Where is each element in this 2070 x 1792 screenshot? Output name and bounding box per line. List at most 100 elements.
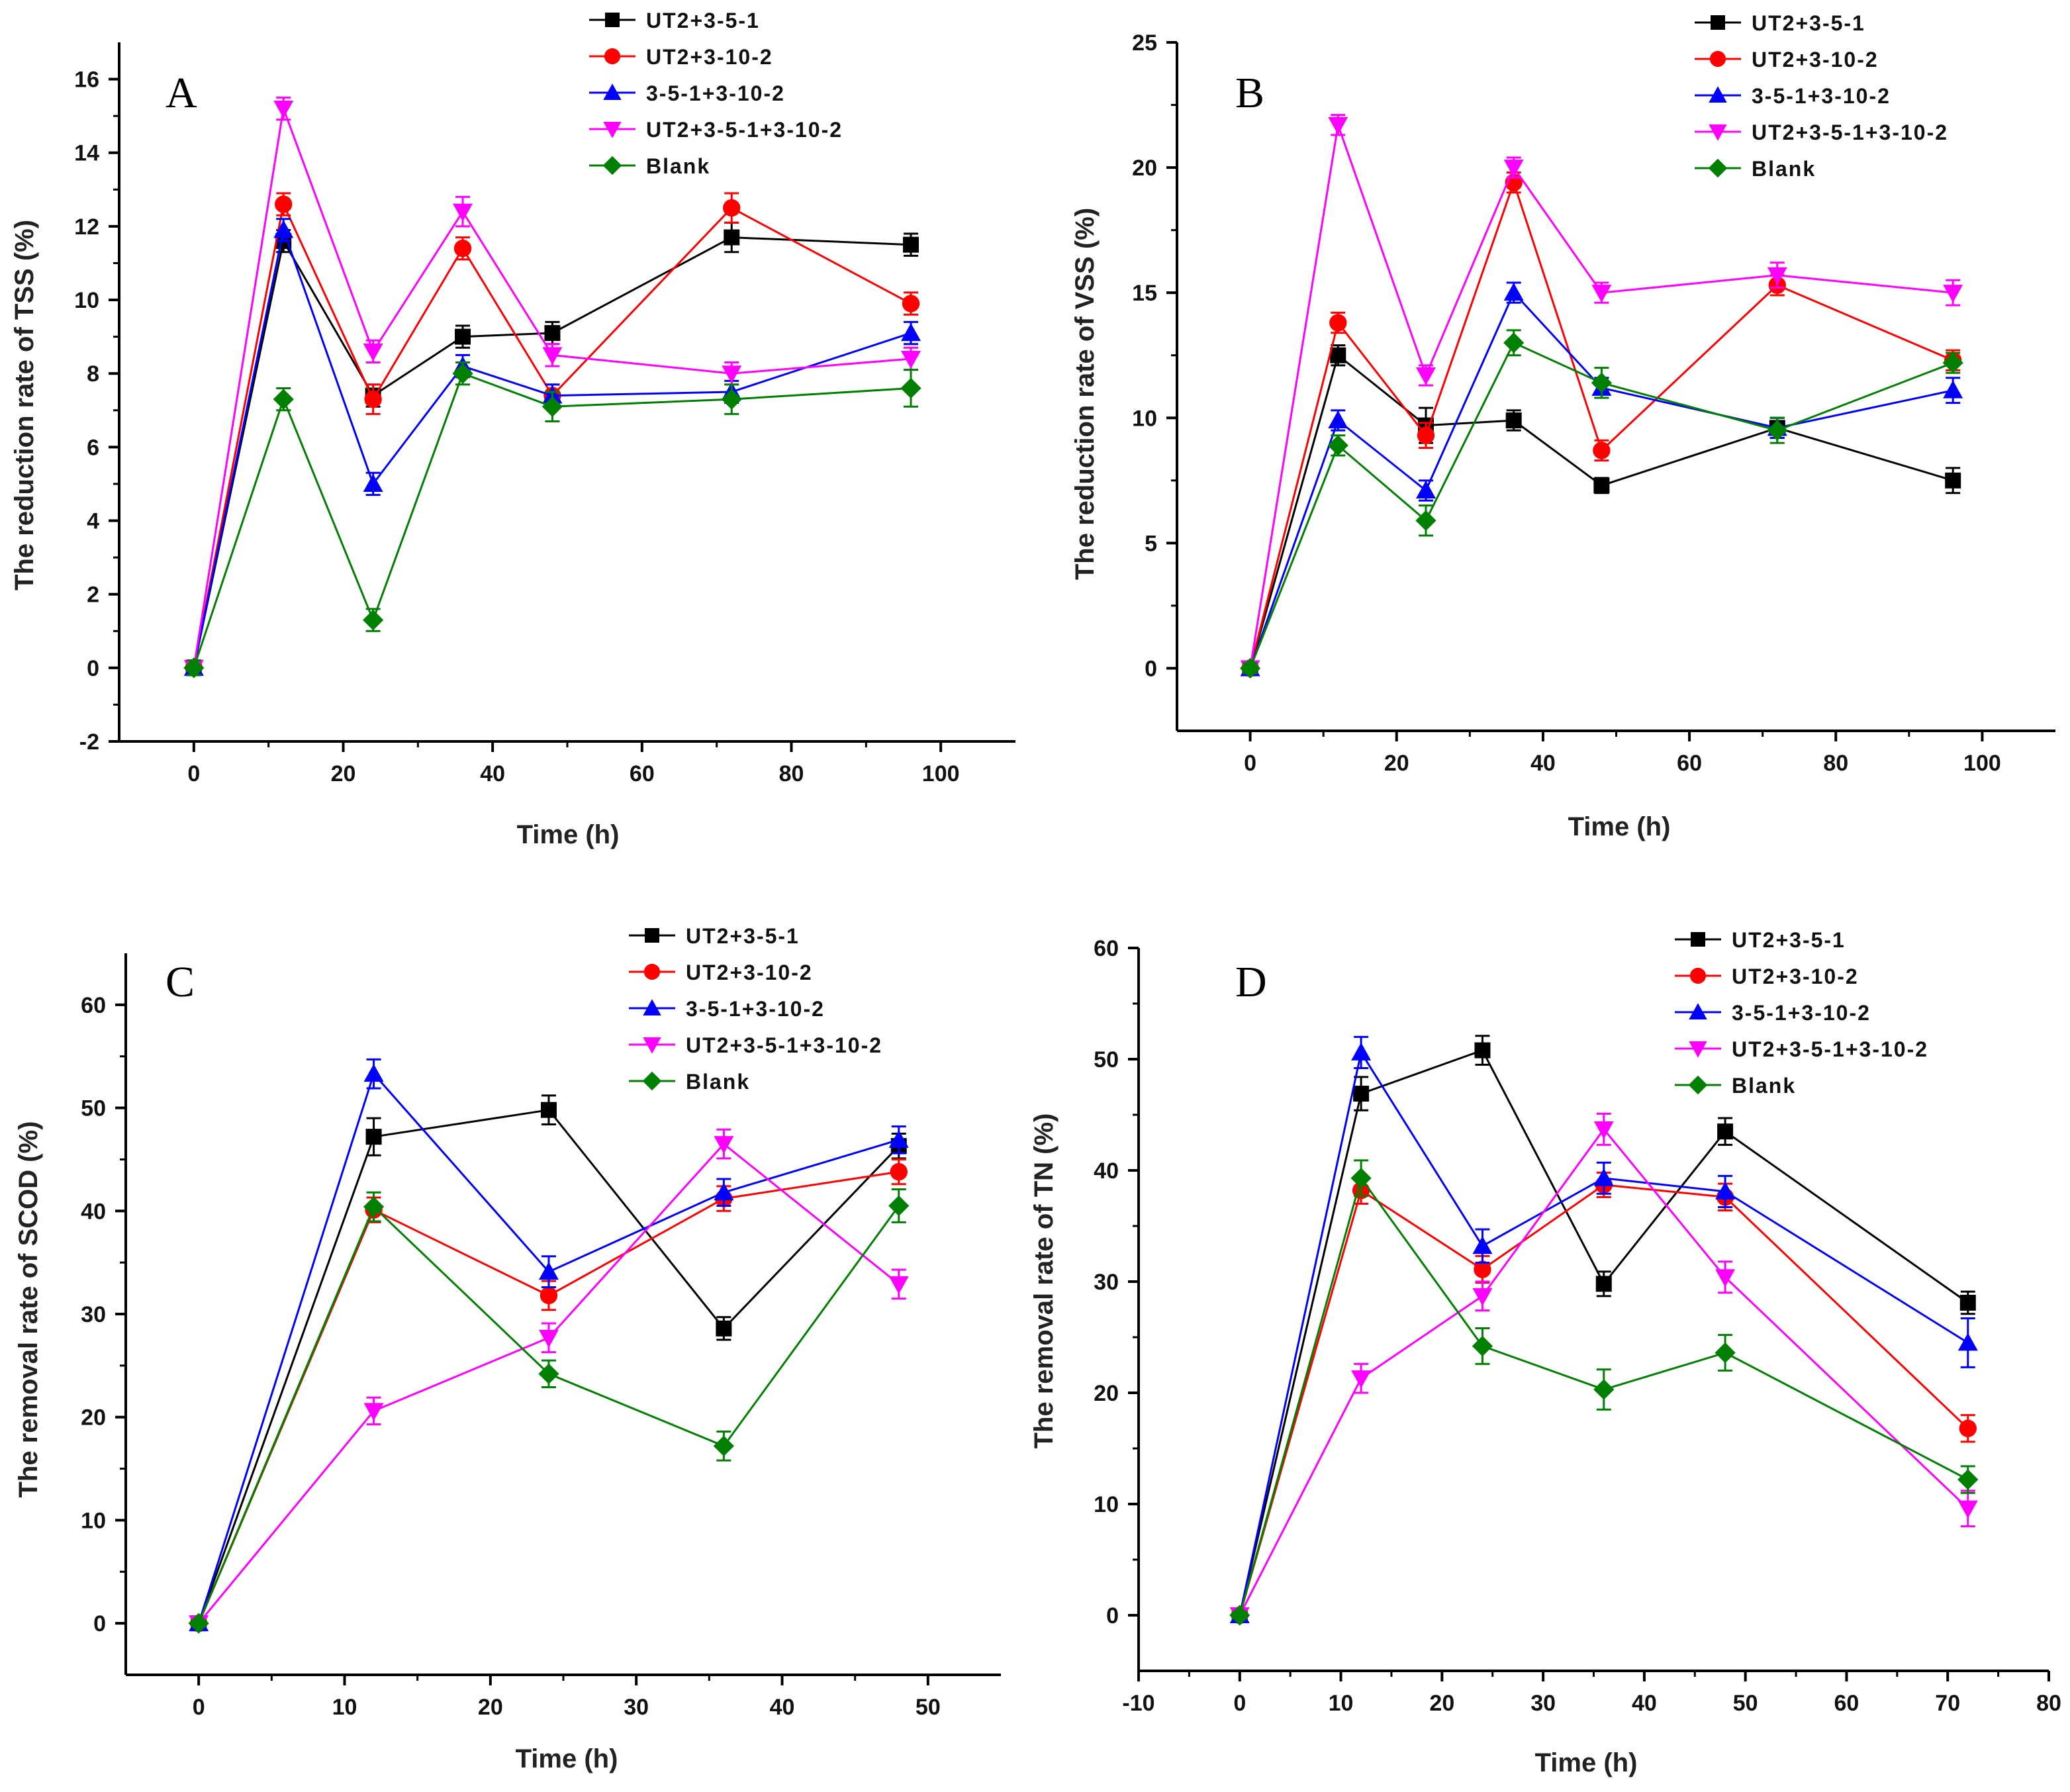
legend-label: 3-5-1+3-10-2: [646, 81, 785, 105]
x-axis-title-d: Time (h): [1535, 1748, 1638, 1777]
legend-label: Blank: [1732, 1074, 1796, 1098]
legend-marker: [605, 13, 620, 27]
legend-marker: [1689, 1041, 1707, 1058]
x-tick-label-a: 80: [779, 761, 804, 786]
x-tick-label-c: 10: [332, 1695, 357, 1720]
legend-label: UT2+3-5-1: [646, 9, 760, 32]
y-tick-label-a: 0: [87, 656, 99, 681]
data-point: [1505, 412, 1522, 429]
x-tick-label-d: 70: [1935, 1691, 1960, 1716]
data-point: [902, 295, 920, 312]
y-tick-label-a: 16: [74, 68, 99, 93]
x-tick-label-b: 60: [1677, 751, 1702, 776]
data-point: [1353, 1086, 1370, 1102]
legend-marker: [643, 963, 661, 980]
x-tick-label-d: 30: [1530, 1691, 1556, 1716]
x-tick-label-a: 0: [187, 761, 200, 786]
data-point: [1503, 160, 1524, 178]
legend-marker: [1708, 158, 1728, 178]
data-point: [453, 203, 473, 222]
data-point: [1957, 1333, 1978, 1351]
axes-a: -2 0 2 4 6 8 10 12 14 16 0 20 40 60 80 100: [74, 42, 1015, 786]
data-point: [540, 1286, 558, 1305]
data-point: [1593, 1379, 1615, 1400]
data-point: [1327, 435, 1348, 456]
data-point: [1239, 657, 1261, 679]
data-point: [540, 1102, 557, 1118]
data-point: [544, 325, 561, 342]
y-tick-label-d: 30: [1094, 1270, 1119, 1295]
series-b-1: [1241, 171, 1962, 677]
x-tick-label-d: -10: [1122, 1691, 1154, 1716]
data-point: [1472, 1335, 1493, 1357]
data-point: [1942, 352, 1963, 373]
data-point: [273, 101, 294, 119]
panel-letter-c: C: [165, 958, 195, 1006]
x-axis-title-a: Time (h): [517, 820, 620, 849]
axes-d: 0 10 20 30 40 50 60 -10 0 10 20 30 40 50 60 70 80: [1094, 936, 2061, 1716]
x-axis-title-b: Time (h): [1568, 812, 1671, 841]
series-d-4: [1229, 1159, 1979, 1626]
data-point: [1472, 1288, 1493, 1306]
legend-label: UT2+3-10-2: [686, 961, 813, 984]
y-tick-label-b: 0: [1145, 656, 1157, 681]
data-point: [273, 389, 294, 410]
series-line: [1239, 1184, 1969, 1616]
data-point: [1415, 367, 1436, 385]
data-point: [363, 473, 383, 492]
y-tick-label-c: 20: [81, 1405, 106, 1431]
series-line: [193, 236, 912, 669]
data-point: [1593, 1121, 1614, 1139]
y-tick-label-d: 20: [1094, 1381, 1119, 1406]
data-point: [1591, 372, 1612, 393]
data-point: [888, 1195, 910, 1217]
y-tick-label-c: 0: [93, 1611, 106, 1636]
data-point: [453, 240, 472, 258]
data-point: [273, 220, 294, 238]
data-point: [724, 229, 740, 246]
legend-label: UT2+3-5-1: [686, 924, 800, 948]
y-tick-label-a: 6: [87, 435, 99, 460]
x-tick-label-d: 60: [1834, 1691, 1859, 1716]
legend-b: UT2+3-5-1 UT2+3-10-2 3-5-1+3-10-2 UT2+3-5-1…: [1695, 11, 1947, 181]
data-point: [714, 1182, 734, 1201]
legend-marker: [603, 122, 622, 138]
x-tick-label-a: 60: [630, 761, 655, 786]
data-point: [1593, 477, 1610, 494]
legend-label: UT2+3-5-1+3-10-2: [686, 1033, 882, 1057]
x-tick-label-c: 30: [624, 1695, 649, 1720]
series-line: [1249, 179, 1953, 669]
series-line: [193, 226, 912, 669]
legend-a: UT2+3-5-1 UT2+3-10-2 3-5-1+3-10-2 UT2+3-5-1…: [589, 9, 841, 178]
x-tick-label-c: 20: [478, 1695, 503, 1720]
y-tick-label-a: 14: [74, 141, 99, 166]
legend-marker: [643, 999, 661, 1015]
data-point: [1503, 283, 1524, 301]
data-point: [1351, 1370, 1372, 1389]
data-point: [1943, 285, 1963, 303]
y-tick-label-d: 0: [1106, 1603, 1119, 1628]
y-tick-label-a: 2: [87, 583, 99, 608]
y-tick-label-c: 10: [81, 1508, 106, 1533]
legend-marker: [1688, 1075, 1708, 1095]
data-point: [1503, 332, 1525, 354]
legend-label: UT2+3-5-1: [1732, 928, 1846, 952]
data-point: [364, 390, 382, 408]
x-tick-label-b: 0: [1244, 751, 1256, 776]
y-axis-title-c: The removal rate of SCOD (%): [14, 1121, 43, 1497]
data-point: [1943, 380, 1963, 399]
y-tick-label-a: 8: [87, 361, 99, 387]
data-point: [1417, 426, 1435, 444]
y-tick-label-c: 50: [81, 1096, 106, 1121]
data-point: [363, 609, 384, 631]
panel-letter-a: A: [165, 69, 197, 117]
data-point: [903, 236, 919, 253]
legend-marker: [1709, 86, 1727, 103]
y-axis-title-b: The reduction rate of VSS (%): [1070, 208, 1100, 580]
data-point: [1593, 1168, 1614, 1186]
series-line: [1239, 1049, 1969, 1616]
y-tick-label-b: 25: [1132, 30, 1157, 56]
legend-marker: [1691, 932, 1705, 947]
data-point: [541, 396, 563, 417]
